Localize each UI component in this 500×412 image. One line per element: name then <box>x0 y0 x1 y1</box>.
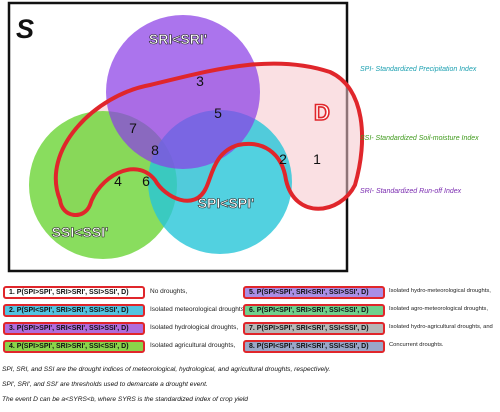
region-7-label: 7 <box>129 120 137 136</box>
set-d-label: D <box>314 100 330 125</box>
set-spi-label: SPI<SPI' <box>198 195 255 211</box>
set-d-outline <box>53 61 365 217</box>
region-4-label: 4 <box>114 173 122 189</box>
region-8-label: 8 <box>151 142 159 158</box>
region-6-label: 6 <box>142 173 150 189</box>
set-ssi-label: SSI<SSI' <box>52 224 109 240</box>
formula-6-desc: Isolated agro-meteorological droughts, <box>389 306 488 312</box>
universe-label: S <box>16 14 34 44</box>
formula-3-desc: Isolated hydrological droughts, <box>150 324 239 331</box>
legend-spi: SPI- Standardized Precipitation Index <box>360 66 477 73</box>
formula-1: 1. P(SPI>SPI', SRI>SRI', SSI>SSI', D) <box>3 286 145 299</box>
region-5-label: 5 <box>214 105 222 121</box>
formula-5: 5. P(SPI<SPI', SRI<SRI', SSI>SSI', D) <box>243 286 385 299</box>
region-1-label: 1 <box>313 151 321 167</box>
formula-8: 8. P(SPI<SPI', SRI<SRI', SSI<SSI', D) <box>243 340 385 353</box>
legend-ssi: SSI- Standardized Soil-moisture Index <box>360 135 479 142</box>
region-2-label: 2 <box>279 151 287 167</box>
formula-3: 3. P(SPI>SPI', SRI<SRI', SSI>SSI', D) <box>3 322 145 335</box>
formula-7: 7. P(SPI>SPI', SRI<SRI', SSI<SSI', D) <box>243 322 385 335</box>
formula-1-desc: No droughts, <box>150 288 188 295</box>
set-sri-circle <box>106 15 260 169</box>
formula-7-desc: Isolated hydro-agricultural droughts, an… <box>389 324 493 330</box>
formula-4-desc: Isolated agricultural droughts, <box>150 342 236 349</box>
note-indices: SPI, SRI, and SSI are the drought indice… <box>2 366 331 373</box>
formula-4: 4. P(SPI>SPI', SRI>SRI', SSI<SSI', D) <box>3 340 145 353</box>
set-sri-label: SRI<SRI' <box>149 31 207 47</box>
formula-2: 2. P(SPI<SPI', SRI>SRI', SSI>SSI', D) <box>3 304 145 317</box>
region-3-label: 3 <box>196 73 204 89</box>
note-thresholds: SPI', SRI', and SSI' are thresholds used… <box>2 381 208 388</box>
formula-6: 6. P(SPI<SPI', SRI>SRI', SSI<SSI', D) <box>243 304 385 317</box>
formula-5-desc: Isolated hydro-meteorological droughts, <box>389 288 491 294</box>
legend-sri: SRI- Standardized Run-off Index <box>360 188 462 195</box>
formula-8-desc: Concurrent droughts. <box>389 342 444 348</box>
note-event-d: The event D can be a<SYRS<b, where SYRS … <box>2 396 248 403</box>
formula-2-desc: Isolated meteorological droughts, <box>150 306 246 313</box>
